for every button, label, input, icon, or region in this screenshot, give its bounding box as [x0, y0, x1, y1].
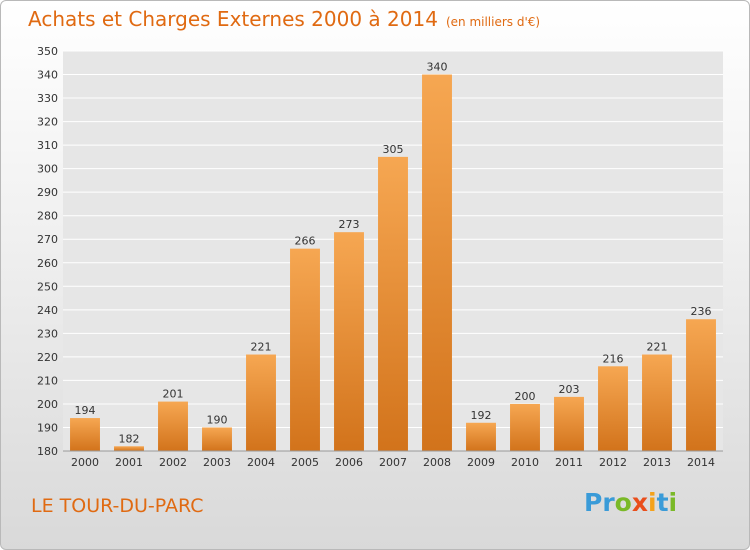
y-tick-label: 240	[37, 304, 58, 317]
y-tick-label: 320	[37, 116, 58, 129]
bar-2005	[290, 248, 320, 451]
y-tick-label: 180	[37, 445, 58, 458]
proxiti-logo: Proxiti	[584, 488, 677, 517]
y-tick-label: 310	[37, 139, 58, 152]
y-tick-label: 330	[37, 92, 58, 105]
bar-2004	[246, 354, 276, 451]
y-tick-label: 270	[37, 233, 58, 246]
y-tick-label: 340	[37, 69, 58, 82]
data-label-2004: 221	[251, 341, 272, 354]
data-label-2008: 340	[427, 61, 448, 74]
y-tick-label: 280	[37, 210, 58, 223]
x-tick-label-2008: 2008	[423, 456, 451, 469]
bar-2012	[598, 366, 628, 451]
bar-2009	[466, 422, 496, 451]
x-tick-label-2010: 2010	[511, 456, 539, 469]
x-tick-label-2011: 2011	[555, 456, 583, 469]
bar-2008	[422, 74, 452, 451]
bar-2011	[554, 396, 584, 451]
data-label-2010: 200	[515, 390, 536, 403]
logo-letter: P	[584, 488, 603, 517]
data-label-2011: 203	[559, 383, 580, 396]
data-label-2007: 305	[383, 143, 404, 156]
bar-2000	[70, 418, 100, 451]
data-label-2005: 266	[295, 235, 316, 248]
bar-2010	[510, 403, 540, 451]
y-tick-label: 210	[37, 374, 58, 387]
y-tick-label: 190	[37, 421, 58, 434]
logo-letter: r	[602, 488, 615, 517]
y-tick-label: 350	[37, 45, 58, 58]
logo-letter: x	[631, 488, 648, 517]
bar-2007	[378, 156, 408, 451]
y-tick-label: 200	[37, 398, 58, 411]
x-tick-label-2006: 2006	[335, 456, 363, 469]
x-tick-label-2012: 2012	[599, 456, 627, 469]
x-tick-label-2013: 2013	[643, 456, 671, 469]
data-label-2013: 221	[647, 341, 668, 354]
x-tick-label-2014: 2014	[687, 456, 715, 469]
y-tick-label: 220	[37, 351, 58, 364]
data-label-2009: 192	[471, 409, 492, 422]
bar-2014	[686, 319, 716, 451]
chart-unit: (en milliers d'€)	[445, 15, 541, 29]
y-tick-label: 250	[37, 280, 58, 293]
location-label: LE TOUR-DU-PARC	[31, 495, 204, 517]
bar-2013	[642, 354, 672, 451]
x-tick-label-2002: 2002	[159, 456, 187, 469]
y-tick-label: 230	[37, 327, 58, 340]
bar-2003	[202, 427, 232, 451]
data-label-2002: 201	[163, 388, 184, 401]
bar-2001	[114, 446, 144, 451]
y-tick-label: 290	[37, 186, 58, 199]
x-tick-label-2003: 2003	[203, 456, 231, 469]
logo-letter: i	[648, 488, 657, 517]
logo-letter: o	[614, 488, 632, 517]
y-tick-label: 260	[37, 257, 58, 270]
x-tick-label-2001: 2001	[115, 456, 143, 469]
data-label-2001: 182	[119, 432, 140, 445]
x-tick-label-2000: 2000	[71, 456, 99, 469]
bar-2002	[158, 401, 188, 451]
chart-title: Achats et Charges Externes 2000 à 2014 (e…	[28, 7, 540, 31]
x-tick-label-2005: 2005	[291, 456, 319, 469]
data-label-2012: 216	[603, 352, 624, 365]
logo-letter: i	[668, 488, 678, 517]
data-label-2000: 194	[75, 404, 96, 417]
x-tick-label-2004: 2004	[247, 456, 275, 469]
logo-letter: t	[656, 488, 669, 517]
data-label-2006: 273	[339, 218, 360, 231]
data-label-2003: 190	[207, 413, 228, 426]
y-tick-label: 300	[37, 163, 58, 176]
data-label-2014: 236	[691, 305, 712, 318]
chart-title-text: Achats et Charges Externes 2000 à 2014	[28, 7, 438, 31]
x-tick-label-2009: 2009	[467, 456, 495, 469]
bar-2006	[334, 232, 364, 451]
x-tick-label-2007: 2007	[379, 456, 407, 469]
